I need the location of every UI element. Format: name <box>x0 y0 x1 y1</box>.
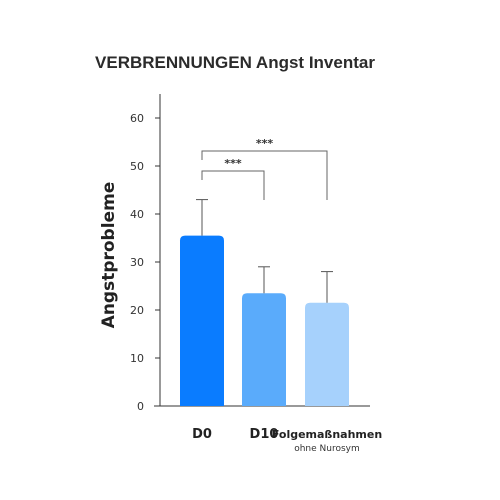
significance-bracket <box>201 170 265 200</box>
significance-brackets: *** *** <box>201 137 328 200</box>
x-category-sublabel: ohne Nurosym <box>294 444 360 454</box>
y-tick-label: 50 <box>130 160 144 173</box>
x-category-label: D0 <box>192 427 212 442</box>
bars <box>180 235 349 406</box>
y-tick-label: 30 <box>130 256 144 269</box>
significance-label: *** <box>224 157 242 170</box>
x-category-label: D10 <box>250 427 279 442</box>
y-tick-label: 20 <box>130 304 144 317</box>
y-tick-label: 0 <box>137 400 144 413</box>
chart-title: VERBRENNUNGEN Angst Inventar <box>95 53 375 72</box>
bar <box>305 302 349 406</box>
y-tick-label: 40 <box>130 208 144 221</box>
y-axis-label: Angstprobleme <box>99 182 119 329</box>
axes: 0 10 20 30 40 50 60 <box>130 94 370 413</box>
error-bars <box>196 199 333 303</box>
y-tick-label: 60 <box>130 112 144 125</box>
significance-bracket <box>201 150 328 200</box>
significance-label: *** <box>256 137 274 150</box>
x-category-label: Folgemaßnahmen <box>272 428 382 441</box>
bar <box>180 235 224 406</box>
bar <box>242 293 286 406</box>
y-tick-label: 10 <box>130 352 144 365</box>
